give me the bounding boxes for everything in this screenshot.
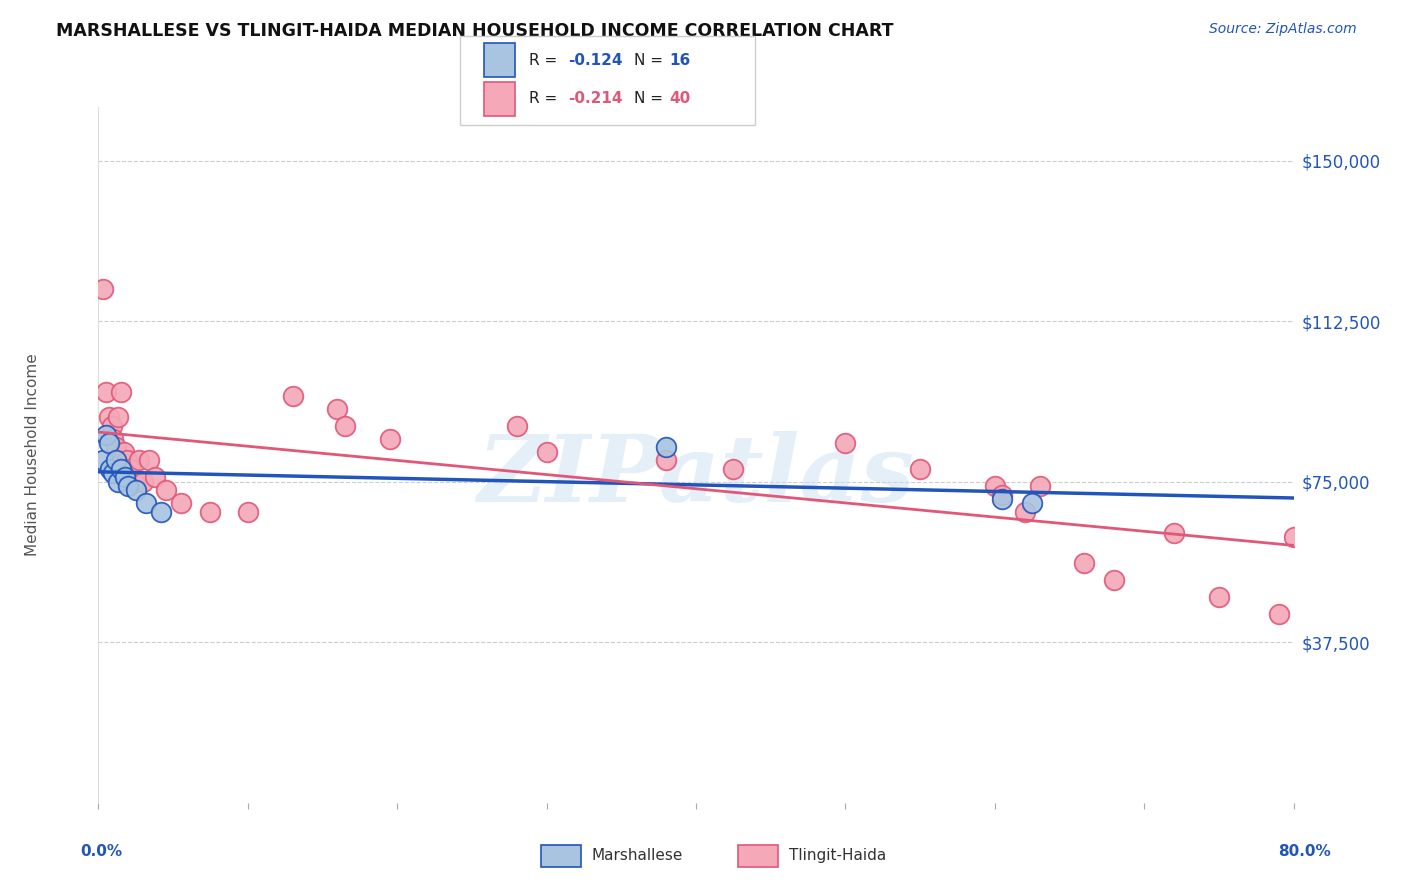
Point xyxy=(103,466,125,480)
Text: Median Household Income: Median Household Income xyxy=(25,353,41,557)
Point xyxy=(333,419,356,434)
Text: Source: ZipAtlas.com: Source: ZipAtlas.com xyxy=(1209,22,1357,37)
Text: -0.214: -0.214 xyxy=(568,91,623,106)
Point xyxy=(110,384,132,399)
Point xyxy=(125,483,148,498)
Point xyxy=(94,427,117,442)
Point xyxy=(655,453,678,467)
Point xyxy=(536,444,558,458)
Point xyxy=(91,282,114,296)
Point xyxy=(1028,479,1050,493)
Text: ZIPatlas: ZIPatlas xyxy=(478,431,914,521)
Point xyxy=(991,487,1014,501)
Text: 80.0%: 80.0% xyxy=(1278,845,1331,859)
Point xyxy=(114,470,136,484)
Point xyxy=(91,453,114,467)
Point xyxy=(150,505,173,519)
Point xyxy=(908,462,931,476)
Point xyxy=(281,389,304,403)
Text: 0.0%: 0.0% xyxy=(80,845,122,859)
Point xyxy=(1021,496,1043,510)
Text: R =: R = xyxy=(529,53,562,68)
Point xyxy=(155,483,177,498)
Point xyxy=(112,444,135,458)
Point xyxy=(97,436,120,450)
Point xyxy=(132,475,155,489)
Point xyxy=(834,436,856,450)
Point xyxy=(105,441,128,455)
Text: N =: N = xyxy=(634,91,668,106)
Point xyxy=(506,419,529,434)
Text: MARSHALLESE VS TLINGIT-HAIDA MEDIAN HOUSEHOLD INCOME CORRELATION CHART: MARSHALLESE VS TLINGIT-HAIDA MEDIAN HOUS… xyxy=(56,22,894,40)
Point xyxy=(143,470,166,484)
Point xyxy=(984,479,1007,493)
Point xyxy=(118,462,141,476)
Point xyxy=(115,453,138,467)
Point xyxy=(1073,556,1095,570)
Point xyxy=(169,496,191,510)
Point xyxy=(124,475,146,489)
Text: -0.124: -0.124 xyxy=(568,53,623,68)
Point xyxy=(94,384,117,399)
Point xyxy=(100,462,122,476)
Text: R =: R = xyxy=(529,91,562,106)
Text: 40: 40 xyxy=(669,91,690,106)
Point xyxy=(107,410,129,425)
Point xyxy=(128,453,150,467)
Text: 16: 16 xyxy=(669,53,690,68)
Point xyxy=(138,453,160,467)
Point xyxy=(236,505,259,519)
Point xyxy=(991,491,1014,506)
Point xyxy=(1104,573,1126,587)
Point xyxy=(1163,526,1185,541)
Point xyxy=(378,432,401,446)
Point xyxy=(101,419,124,434)
Point xyxy=(103,432,125,446)
Point xyxy=(1014,505,1036,519)
Point xyxy=(110,462,132,476)
Point xyxy=(200,505,222,519)
Point xyxy=(97,410,120,425)
Point xyxy=(326,401,349,416)
Point xyxy=(1208,591,1230,605)
Point xyxy=(1282,530,1305,544)
Text: Marshallese: Marshallese xyxy=(592,848,683,863)
Text: N =: N = xyxy=(634,53,668,68)
Text: Tlingit-Haida: Tlingit-Haida xyxy=(789,848,886,863)
Point xyxy=(105,453,128,467)
Point xyxy=(1267,607,1289,622)
Point xyxy=(117,479,139,493)
Point xyxy=(655,441,678,455)
Point xyxy=(107,475,129,489)
Point xyxy=(135,496,157,510)
Point xyxy=(723,462,745,476)
